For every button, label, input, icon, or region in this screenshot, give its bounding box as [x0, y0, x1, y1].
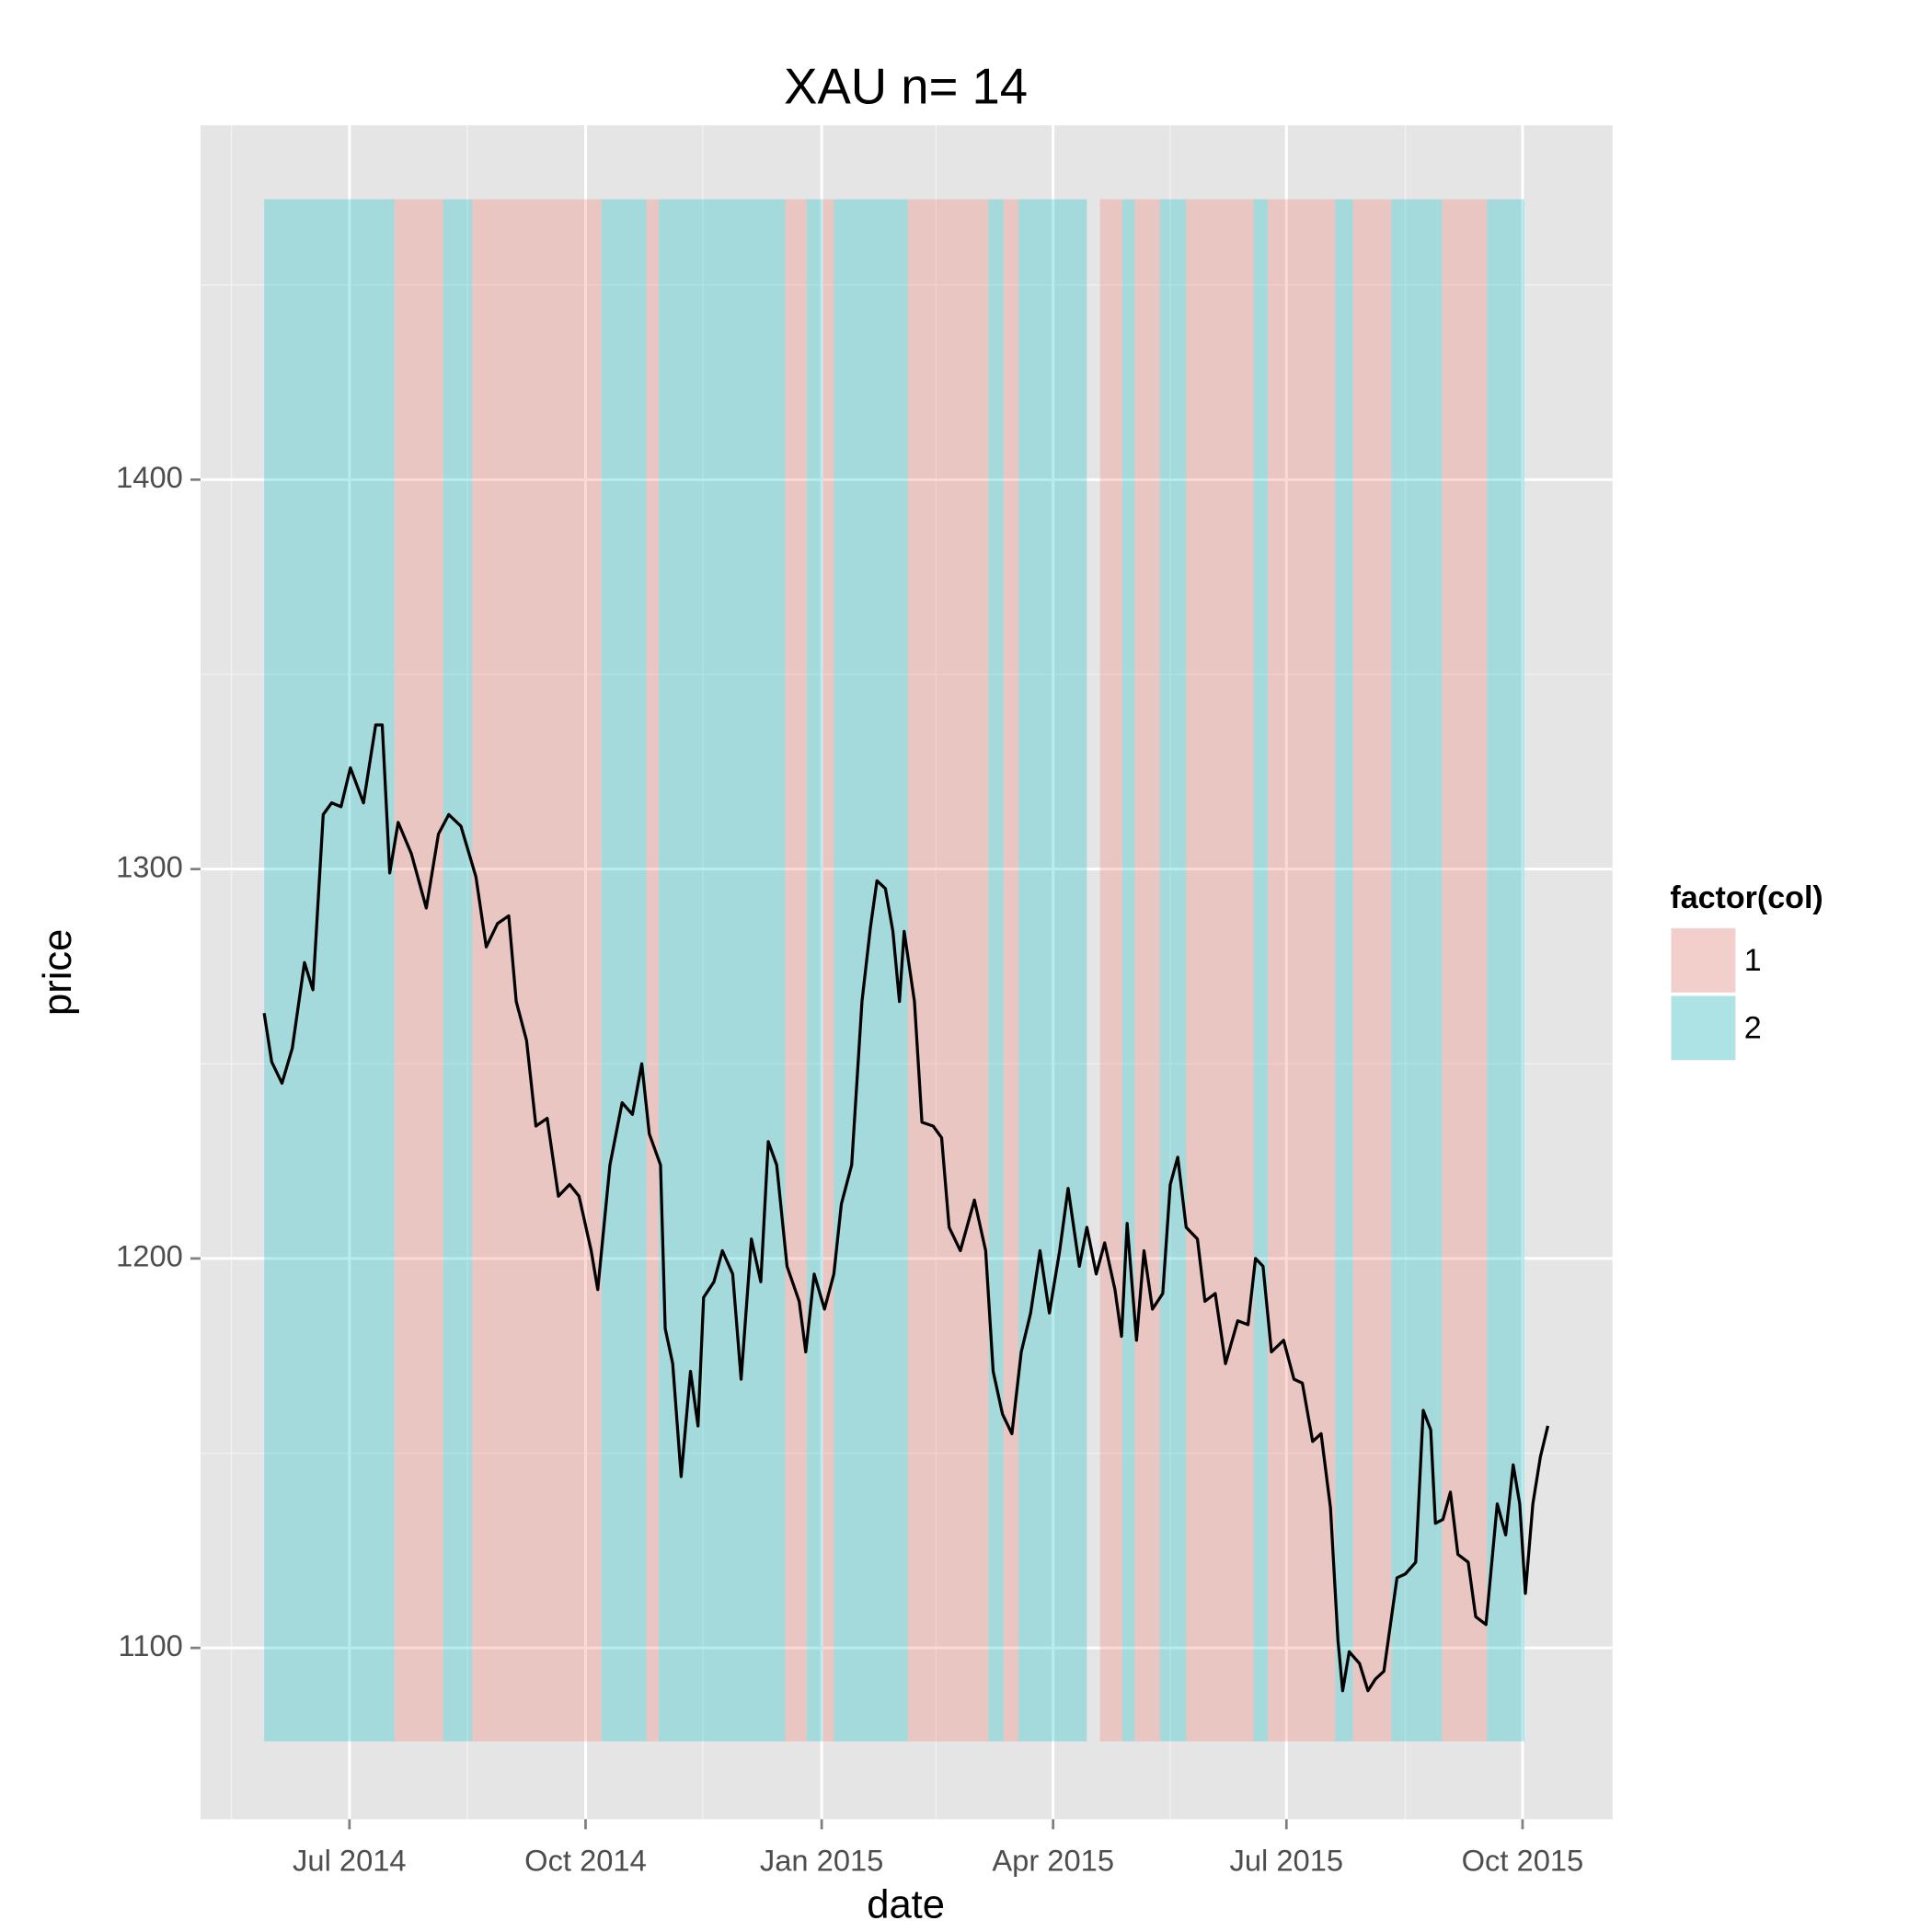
- legend-label: 2: [1744, 1010, 1762, 1045]
- regime-band: [472, 199, 602, 1742]
- regime-band: [601, 199, 647, 1742]
- legend-key-background: [1669, 926, 1738, 995]
- regime-band: [646, 199, 659, 1742]
- regime-band: [1352, 199, 1392, 1742]
- regime-band: [1335, 199, 1353, 1742]
- regime-band: [1267, 199, 1336, 1742]
- plot-layer: [262, 723, 1550, 1693]
- y-tick-label: 1300: [116, 849, 183, 883]
- regime-band: [1003, 199, 1019, 1742]
- legend-label: 1: [1744, 943, 1762, 978]
- y-axis-label: price: [36, 929, 80, 1016]
- regime-band: [1122, 199, 1135, 1742]
- regime-band: [1186, 199, 1254, 1742]
- panel-background: [200, 125, 1613, 1820]
- y-tick-label: 1200: [116, 1239, 183, 1273]
- y-tick-label: 1400: [116, 460, 183, 494]
- chart-title: XAU n= 14: [784, 58, 1028, 114]
- regime-band: [1099, 199, 1123, 1742]
- price-line: [262, 723, 1550, 1693]
- x-tick-label: Apr 2015: [992, 1844, 1114, 1878]
- regime-band: [1442, 199, 1488, 1742]
- x-tick-label: Oct 2014: [524, 1844, 647, 1878]
- x-tick-label: Oct 2015: [1462, 1844, 1584, 1878]
- x-tick-label: Jan 2015: [760, 1844, 883, 1878]
- regime-band: [443, 199, 473, 1742]
- regime-band: [1159, 199, 1187, 1742]
- regime-band: [822, 199, 834, 1742]
- legend-key-background: [1669, 994, 1738, 1063]
- regime-band: [1253, 199, 1268, 1742]
- regime-band: [1134, 199, 1160, 1742]
- regime-band: [785, 199, 807, 1742]
- regime-band: [264, 199, 395, 1742]
- regime-band: [1487, 199, 1524, 1742]
- legend: 12: [1669, 926, 1762, 1063]
- regime-band: [658, 199, 786, 1742]
- legend-title: factor(col): [1670, 880, 1823, 915]
- regime-band: [806, 199, 823, 1742]
- x-tick-label: Jul 2015: [1230, 1844, 1344, 1878]
- legend-key: [1671, 995, 1736, 1061]
- x-tick-label: Jul 2014: [293, 1844, 407, 1878]
- regime-band: [907, 199, 989, 1742]
- regime-band: [988, 199, 1004, 1742]
- regime-bands: [264, 199, 1524, 1742]
- legend-key: [1671, 928, 1736, 993]
- regime-band: [1018, 199, 1087, 1742]
- x-axis-label: date: [867, 1882, 945, 1926]
- y-tick-label: 1100: [119, 1628, 183, 1662]
- regime-band: [394, 199, 443, 1742]
